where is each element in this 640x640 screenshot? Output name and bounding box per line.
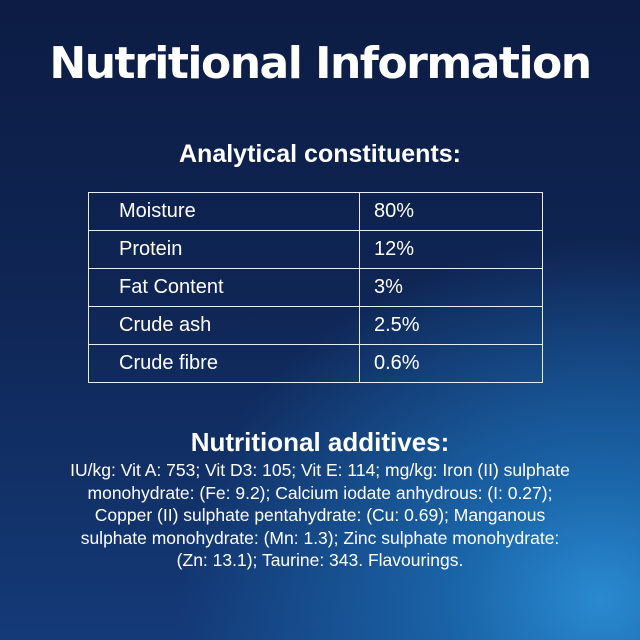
row-value: 80% <box>359 192 543 231</box>
additives-heading: Nutritional additives: <box>190 427 450 457</box>
table-row: Crude fibre 0.6% <box>88 344 543 383</box>
page-title: Nutritional Information <box>49 38 592 89</box>
table-row: Crude ash 2.5% <box>88 306 543 345</box>
row-label: Fat Content <box>88 268 360 307</box>
row-value: 0.6% <box>359 344 543 383</box>
additives-text: IU/kg: Vit A: 753; Vit D3: 105; Vit E: 1… <box>0 459 640 572</box>
additives-line: IU/kg: Vit A: 753; Vit D3: 105; Vit E: 1… <box>70 460 570 480</box>
additives-line: (Zn: 13.1); Taurine: 343. Flavourings. <box>176 550 464 570</box>
additives-line: monohydrate: (Fe: 9.2); Calcium iodate a… <box>87 482 553 503</box>
row-label: Protein <box>88 230 360 269</box>
row-label: Moisture <box>88 192 360 231</box>
additives-line: sulphate monohydrate: (Mn: 1.3); Zinc su… <box>80 527 560 548</box>
analytical-table: Moisture 80% Protein 12% Fat Content 3% Cru… <box>88 192 543 383</box>
row-value: 12% <box>359 230 543 269</box>
additives-line: Copper (II) sulphate pentahydrate: (Cu: … <box>94 505 546 525</box>
row-label: Crude ash <box>88 306 360 345</box>
row-value: 3% <box>359 268 543 307</box>
analytical-heading: Analytical constituents: <box>179 140 461 168</box>
row-value: 2.5% <box>359 306 543 345</box>
table-row: Moisture 80% <box>88 192 543 231</box>
row-label: Crude fibre <box>88 344 360 383</box>
table-row: Fat Content 3% <box>88 268 543 307</box>
table-row: Protein 12% <box>88 230 543 269</box>
